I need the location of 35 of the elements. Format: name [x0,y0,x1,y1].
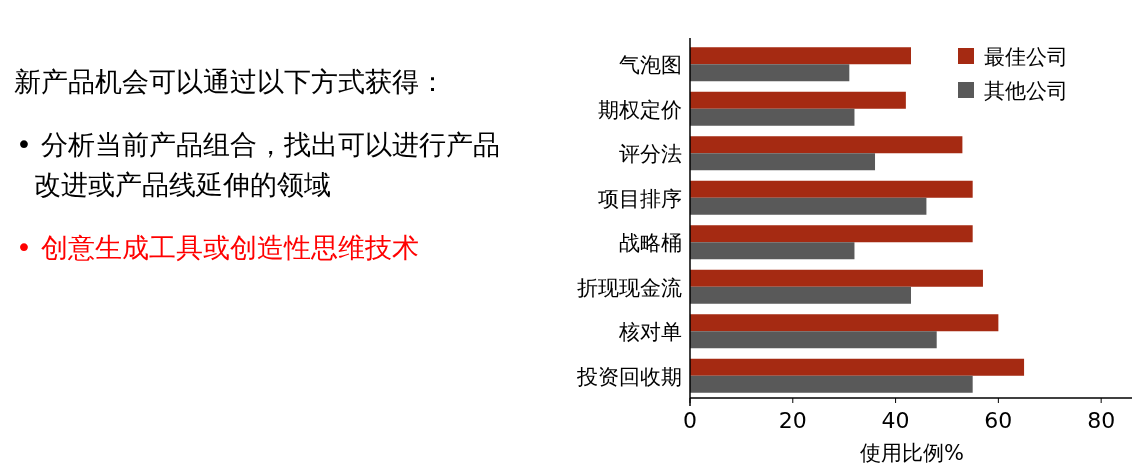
y-tick-label: 气泡图 [619,53,682,78]
text: 新产品机会可以通过以下方式获得： [14,65,447,99]
bar [690,136,963,154]
bar [690,286,911,304]
bar [690,314,999,332]
bar [690,180,973,198]
bar [690,47,911,65]
text: • 分析当前产品组合，找出可以进行产品改进或产品线延伸的领域 [16,127,501,202]
legend-label: 其他公司 [984,79,1068,103]
bar [690,108,855,126]
x-tick-label: 80 [1087,408,1116,433]
bar [690,269,983,287]
bar [690,375,973,393]
text: • 创意生成工具或创造性思维技术 [16,230,420,265]
y-tick-label: 评分法 [619,142,682,167]
bar [690,358,1025,376]
y-tick-label: 战略桶 [619,231,682,256]
y-tick-label: 折现现金流 [577,275,682,300]
x-axis-title: 使用比例% [860,441,964,465]
bar [690,331,937,349]
x-tick-label: 0 [683,408,697,433]
y-tick-label: 项目排序 [598,186,682,211]
bar [690,242,855,260]
bar [690,153,876,171]
y-tick-label: 投资回收期 [576,364,682,389]
y-tick-label: 期权定价 [598,97,682,122]
legend-label: 最佳公司 [984,45,1068,69]
x-tick-label: 20 [778,408,807,433]
x-tick-label: 60 [984,408,1013,433]
y-tick-label: 核对单 [618,320,682,345]
bar [690,197,927,215]
x-tick-label: 40 [881,408,910,433]
bar [690,64,850,82]
bar [690,225,973,243]
bar [690,91,906,109]
